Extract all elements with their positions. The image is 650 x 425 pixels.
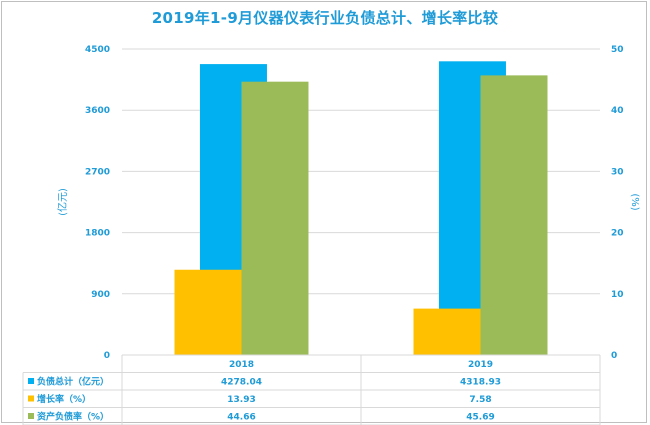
legend-label: 负债总计（亿元） [37, 376, 109, 388]
data-table-value: 4278.04 [221, 378, 262, 388]
data-table-value: 13.93 [227, 395, 255, 405]
y-left-axis-title: (亿元) [56, 188, 69, 216]
bar-2018-growth-rate [174, 269, 242, 355]
y-right-tick-label: 0 [611, 351, 617, 361]
y-right-tick-label: 20 [611, 229, 624, 239]
chart-title: 2019年1-9月仪器仪表行业负债总计、增长率比较 [151, 9, 499, 27]
y-left-tick-label: 4500 [85, 45, 110, 55]
y-left-tick-label: 900 [91, 290, 110, 300]
data-table-value: 4318.93 [460, 378, 501, 388]
x-category-label: 2019 [468, 360, 493, 370]
legend-key-2 [28, 413, 34, 419]
x-category-label: 2018 [229, 360, 254, 370]
data-table-value: 44.66 [227, 413, 255, 423]
bar-2019-growth-rate [413, 308, 481, 355]
y-right-tick-label: 50 [611, 45, 624, 55]
y-left-tick-label: 2700 [85, 167, 110, 177]
data-table-value: 45.69 [466, 413, 494, 423]
y-right-tick-label: 30 [611, 167, 624, 177]
legend-label: 资产负债率（%） [37, 411, 109, 423]
bar-2019-asset-liability-ratio [480, 75, 548, 355]
legend-key-0 [28, 378, 34, 384]
y-left-tick-label: 3600 [85, 106, 110, 116]
legend-key-1 [28, 395, 34, 402]
y-right-tick-label: 40 [611, 106, 624, 116]
y-right-axis-title: (%) [629, 193, 640, 210]
legend-label: 增长率（%） [37, 393, 91, 405]
y-left-tick-label: 1800 [85, 229, 110, 239]
data-table-value: 7.58 [469, 395, 491, 405]
y-left-tick-label: 0 [104, 351, 110, 361]
bar-2018-asset-liability-ratio [241, 81, 309, 356]
y-right-tick-label: 10 [611, 290, 624, 300]
